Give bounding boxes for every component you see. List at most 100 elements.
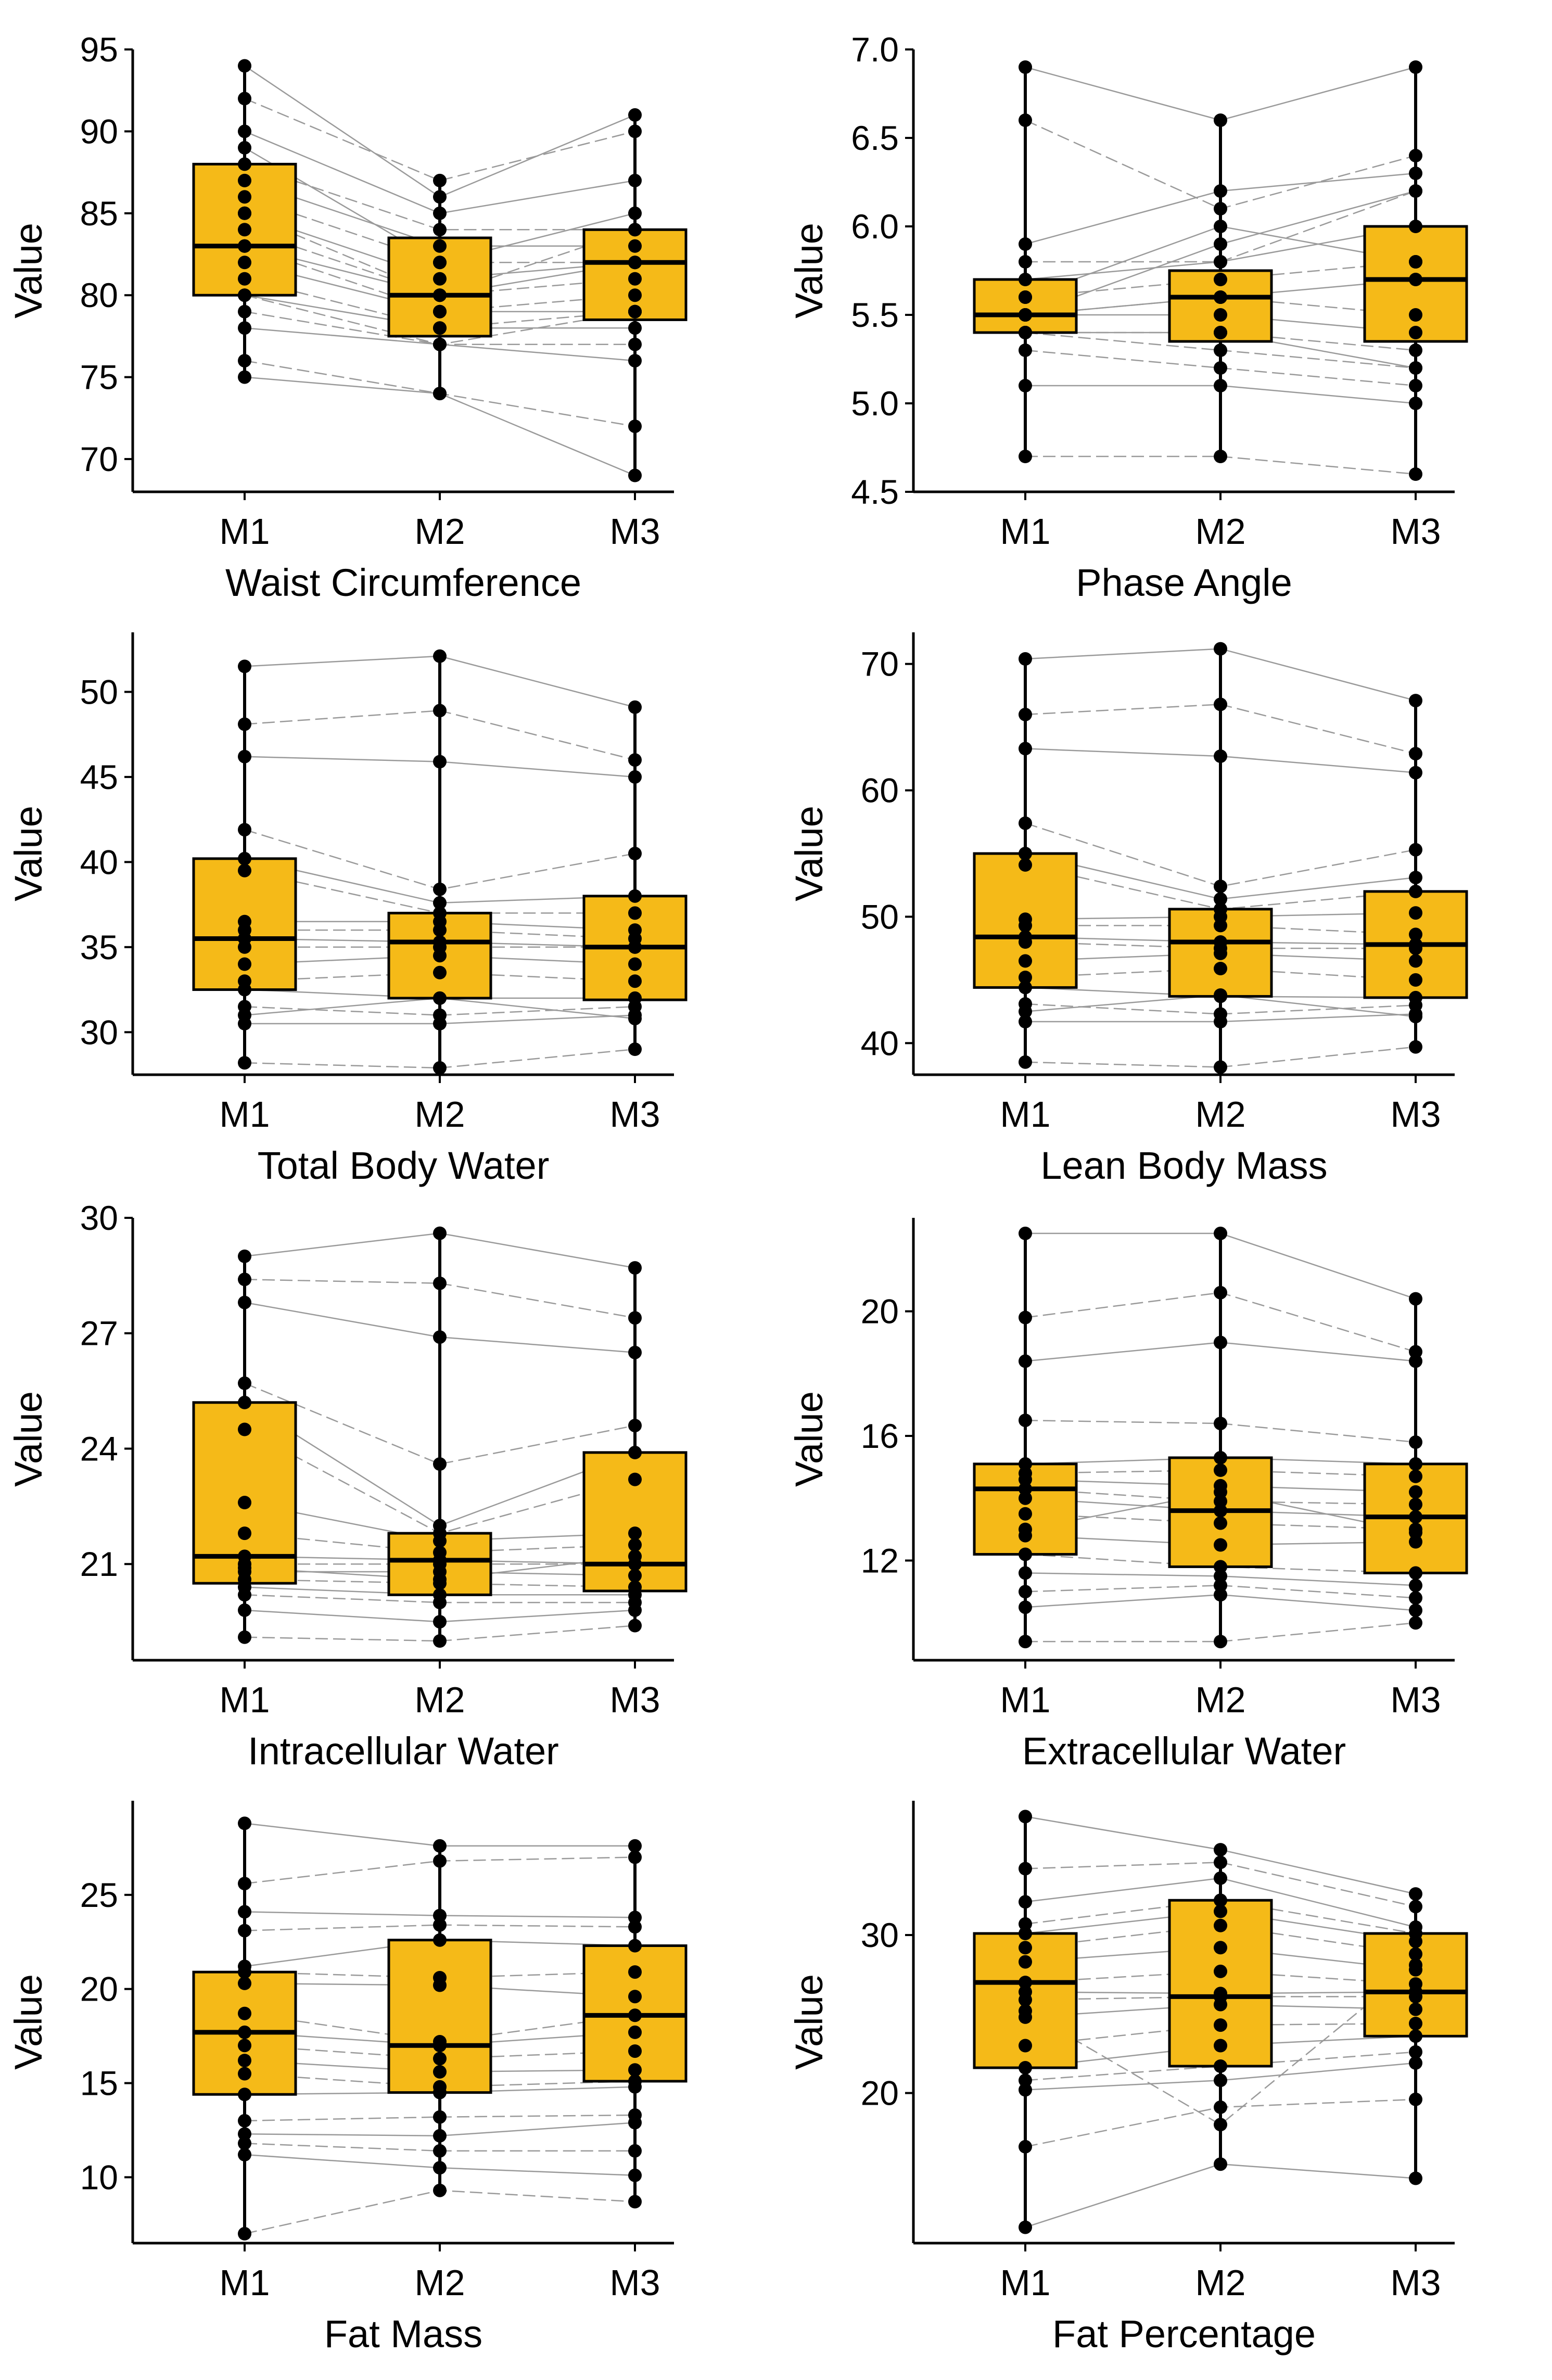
x-axis-title: Fat Percentage xyxy=(1052,2312,1316,2356)
data-point xyxy=(628,770,642,784)
data-point xyxy=(1019,1482,1032,1496)
data-point xyxy=(433,1572,447,1586)
data-point xyxy=(238,272,251,286)
data-point xyxy=(1409,1497,1422,1511)
data-point xyxy=(1214,2018,1227,2032)
data-point xyxy=(238,2136,251,2150)
data-point xyxy=(433,304,447,319)
y-tick-label: 80 xyxy=(80,276,118,314)
data-point xyxy=(1409,747,1422,761)
data-point xyxy=(238,304,251,319)
data-point xyxy=(1019,847,1032,860)
x-tick-label: M3 xyxy=(609,2262,660,2303)
x-tick-label: M1 xyxy=(219,1094,270,1135)
x-tick-label: M1 xyxy=(1000,1679,1050,1720)
data-point xyxy=(1409,2092,1422,2106)
y-tick-label: 5.0 xyxy=(851,384,899,423)
data-point xyxy=(1409,1535,1422,1549)
data-point xyxy=(238,2006,251,2020)
data-point xyxy=(238,2127,251,2141)
x-axis-title: Intracellular Water xyxy=(248,1729,559,1773)
data-point xyxy=(433,1918,447,1932)
data-point xyxy=(1409,1958,1422,1972)
data-point xyxy=(1214,1335,1227,1350)
data-point xyxy=(1214,1516,1227,1530)
data-point xyxy=(628,223,642,237)
data-point xyxy=(1214,290,1227,304)
data-point xyxy=(238,1249,251,1263)
data-point xyxy=(1019,971,1032,984)
data-point xyxy=(628,337,642,351)
box-M2 xyxy=(1168,648,1273,1067)
data-point xyxy=(433,649,447,663)
data-point xyxy=(433,1854,447,1868)
data-point xyxy=(1214,1855,1227,1869)
data-point xyxy=(238,2067,251,2081)
data-point xyxy=(1409,2002,1422,2016)
data-point xyxy=(1214,1494,1227,1508)
x-tick-label: M2 xyxy=(414,1679,465,1720)
data-point xyxy=(628,173,642,187)
y-tick-label: 24 xyxy=(80,1429,118,1468)
data-point xyxy=(1214,1569,1227,1583)
data-point xyxy=(1019,290,1032,304)
data-point xyxy=(1409,1292,1422,1306)
data-point xyxy=(1019,308,1032,322)
data-point xyxy=(1214,343,1227,357)
data-point xyxy=(628,304,642,319)
data-point xyxy=(1019,1414,1032,1428)
data-point xyxy=(1019,742,1032,756)
data-point xyxy=(1409,379,1422,392)
x-tick-label: M1 xyxy=(219,2262,270,2303)
y-tick-label: 20 xyxy=(80,1970,118,2008)
panel-3: 30 35 40 45 50 M1 M2 M3 Total Body Water Value xyxy=(7,632,688,1187)
y-tick-label: 10 xyxy=(80,2158,118,2196)
data-point xyxy=(433,321,447,335)
data-point xyxy=(1019,326,1032,339)
data-point xyxy=(1214,2157,1227,2171)
y-tick-label: 85 xyxy=(80,194,118,233)
data-point xyxy=(1409,1591,1422,1605)
data-point xyxy=(238,190,251,204)
data-point xyxy=(1214,1060,1227,1074)
data-point xyxy=(238,1496,251,1509)
data-point xyxy=(1214,1904,1227,1918)
panel-1: 70 75 80 85 90 95 M1 M2 M3 Waist Circumference Val… xyxy=(7,30,688,604)
data-point xyxy=(1409,1603,1422,1618)
data-point xyxy=(1019,1457,1032,1471)
data-point xyxy=(238,1924,251,1938)
data-point xyxy=(238,239,251,253)
data-point xyxy=(1019,1993,1032,2007)
data-point xyxy=(628,957,642,971)
data-point xyxy=(433,387,447,401)
data-point xyxy=(628,2144,642,2158)
y-axis-title: Value xyxy=(7,1974,50,2070)
data-point xyxy=(1019,273,1032,286)
y-tick-label: 27 xyxy=(80,1314,118,1353)
data-point xyxy=(1214,749,1227,763)
data-point xyxy=(628,2008,642,2022)
data-point xyxy=(238,2054,251,2068)
data-point xyxy=(433,1330,447,1344)
data-point xyxy=(1019,1491,1032,1505)
x-tick-label: M3 xyxy=(609,1094,660,1135)
data-point xyxy=(628,889,642,903)
data-point xyxy=(1214,1635,1227,1649)
data-point xyxy=(238,141,251,155)
x-axis-title: Fat Mass xyxy=(324,2312,482,2356)
data-point xyxy=(238,157,251,171)
data-point xyxy=(1409,1616,1422,1630)
data-point xyxy=(1019,379,1032,392)
data-point xyxy=(1409,2017,1422,2030)
box-M2 xyxy=(1168,120,1273,456)
data-point xyxy=(628,1850,642,1864)
x-tick-label: M2 xyxy=(1195,2262,1245,2303)
data-point xyxy=(1019,1310,1032,1325)
y-tick-label: 4.5 xyxy=(851,473,899,511)
data-point xyxy=(1409,273,1422,286)
data-point xyxy=(238,1376,251,1390)
data-point xyxy=(1019,1976,1032,1990)
panel-5: 21 24 27 30 M1 M2 M3 Intracellular Water Value xyxy=(7,1199,688,1773)
x-tick-label: M3 xyxy=(1390,1679,1441,1720)
data-point xyxy=(1214,892,1227,906)
